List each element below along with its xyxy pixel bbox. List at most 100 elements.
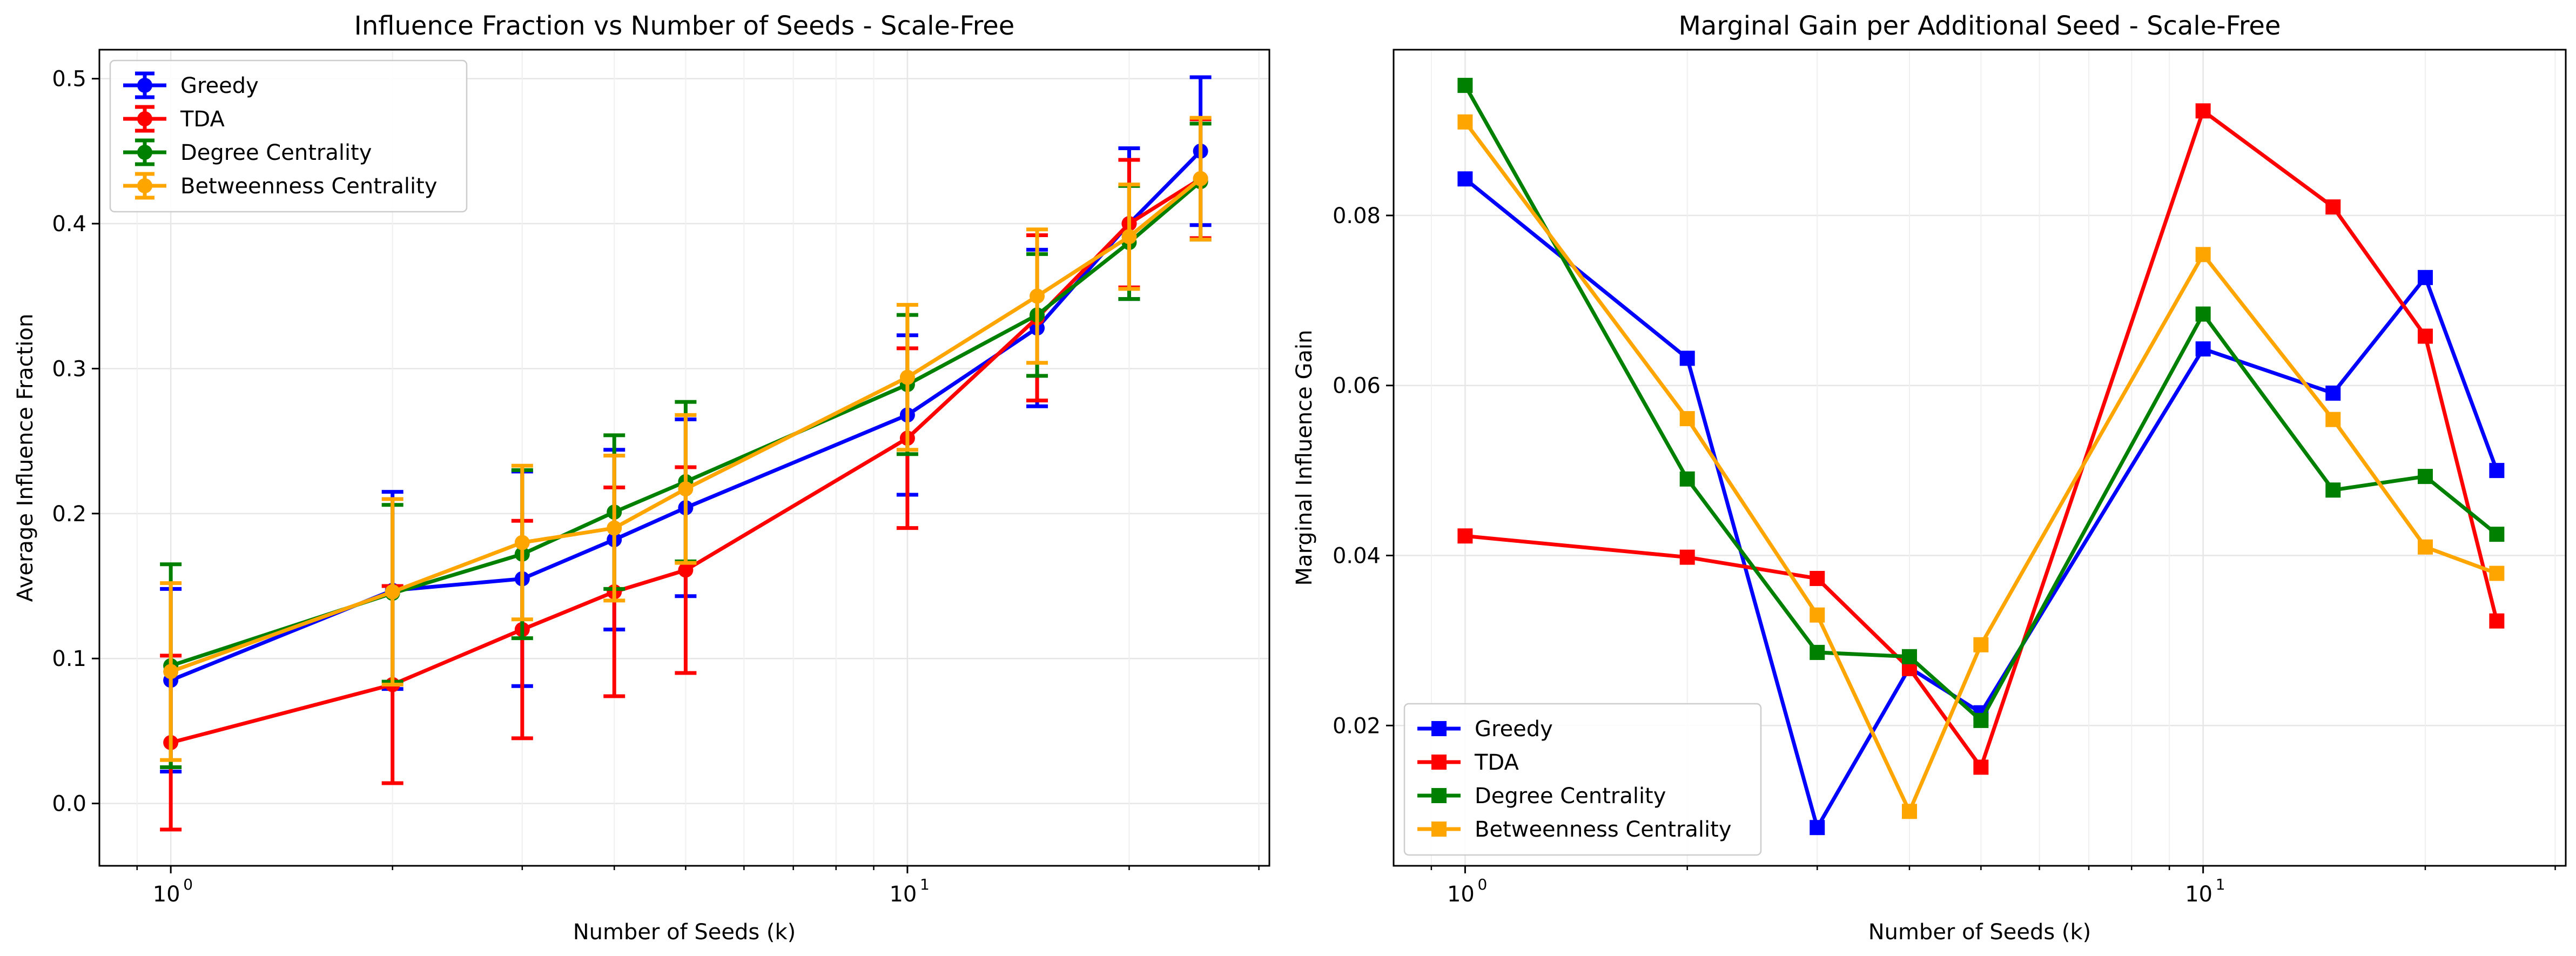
chart-title: Influence Fraction vs Number of Seeds - … (354, 11, 1015, 41)
legend-marker (137, 178, 152, 193)
legend-marker (1431, 721, 1447, 736)
plot-area (1457, 78, 2505, 836)
legend: Greedy TDA Degree Centrality Betweenness Ce… (1403, 703, 1762, 856)
legend-box (109, 59, 468, 213)
legend-item: TDA (1417, 750, 1519, 775)
legend-label: Degree Centrality (180, 140, 372, 165)
axes-frame (1393, 49, 2567, 867)
legend-marker (1431, 755, 1447, 770)
y-tick-label: 0.04 (1333, 544, 1381, 569)
series-betweenness-centrality (1457, 114, 2505, 819)
data-point (1457, 528, 1473, 544)
data-point (1973, 759, 1989, 775)
legend-item: Betweenness Centrality (123, 172, 438, 200)
data-point (1810, 607, 1825, 623)
x-tick-label: 10 (153, 882, 180, 907)
y-tick-label: 0.0 (52, 792, 86, 817)
data-point (1193, 171, 1208, 186)
data-point (899, 369, 915, 385)
x-axis-label: Number of Seeds (k) (573, 920, 796, 945)
data-point (2195, 341, 2211, 357)
legend-item: Degree Centrality (123, 138, 372, 166)
data-point (2417, 328, 2433, 344)
data-point (2325, 385, 2341, 401)
legend-marker (1431, 788, 1447, 803)
y-tick-label: 0.2 (52, 502, 86, 527)
legend-label: Betweenness Centrality (1475, 817, 1732, 842)
data-point (2325, 199, 2341, 215)
y-axis-label: Marginal Influence Gain (1292, 330, 1317, 586)
chart-title: Marginal Gain per Additional Seed - Scal… (1679, 11, 2281, 41)
data-point (607, 520, 622, 536)
data-point (1457, 171, 1473, 187)
x-tick-label: 10 (1447, 882, 1475, 907)
y-tick-label: 0.02 (1333, 713, 1381, 738)
legend-label: Greedy (180, 73, 259, 98)
legend-label: Degree Centrality (1475, 784, 1666, 809)
legend-label: Greedy (1475, 717, 1553, 742)
legend-item: Degree Centrality (1417, 784, 1666, 809)
data-point (1901, 649, 1917, 664)
y-tick-label: 0.3 (52, 356, 86, 381)
x-tick-label-exponent: 0 (183, 876, 193, 893)
plot-area (160, 75, 1212, 832)
x-tick-label: 10 (889, 882, 917, 907)
data-point (1901, 804, 1917, 819)
data-point (2489, 565, 2505, 581)
data-point (2417, 539, 2433, 555)
x-tick-label: 10 (2185, 882, 2212, 907)
data-point (1973, 712, 1989, 728)
legend: Greedy TDA Degree Centrality Betweenness Ce… (109, 59, 468, 213)
y-tick-label: 0.1 (52, 647, 86, 671)
legend-label: TDA (180, 107, 225, 132)
data-point (2325, 482, 2341, 498)
legend-marker (137, 78, 152, 93)
y-axis-label: Average Influence Fraction (13, 314, 38, 602)
data-point (2417, 469, 2433, 484)
legend-marker (1431, 822, 1447, 837)
data-point (2489, 613, 2505, 629)
data-point (163, 664, 179, 679)
legend-item: Greedy (1417, 717, 1553, 742)
data-point (1810, 644, 1825, 660)
data-point (1679, 351, 1695, 366)
data-point (2417, 270, 2433, 285)
data-point (1679, 549, 1695, 565)
data-point (1679, 471, 1695, 487)
y-tick-label: 0.5 (52, 67, 86, 92)
data-point (678, 481, 694, 497)
data-point (2325, 412, 2341, 427)
x-tick-label-exponent: 1 (920, 876, 930, 893)
data-point (514, 535, 530, 550)
legend-marker (137, 111, 152, 126)
data-point (2195, 306, 2211, 322)
data-point (1457, 78, 1473, 93)
data-point (2195, 103, 2211, 119)
data-point (385, 584, 400, 600)
data-point (1121, 229, 1137, 245)
x-tick-label-exponent: 1 (2216, 876, 2225, 893)
data-point (1679, 411, 1695, 427)
data-point (1030, 288, 1045, 304)
series-degree-centrality (1457, 78, 2505, 728)
data-point (1810, 820, 1825, 836)
data-point (678, 562, 694, 578)
y-tick-label: 0.4 (52, 212, 86, 237)
series-tda (1457, 103, 2505, 775)
y-tick-label: 0.08 (1333, 204, 1381, 228)
legend-box (1403, 703, 1762, 856)
data-point (1457, 114, 1473, 130)
legend-marker (137, 145, 152, 160)
series-betweenness-centrality (160, 116, 1212, 762)
x-tick-label-exponent: 0 (1477, 876, 1487, 893)
data-point (2489, 527, 2505, 542)
data-point (1973, 637, 1989, 652)
legend-label: TDA (1474, 750, 1519, 775)
legend-item: Greedy (123, 71, 259, 99)
x-axis-label: Number of Seeds (k) (1868, 920, 2091, 945)
data-point (2489, 463, 2505, 479)
